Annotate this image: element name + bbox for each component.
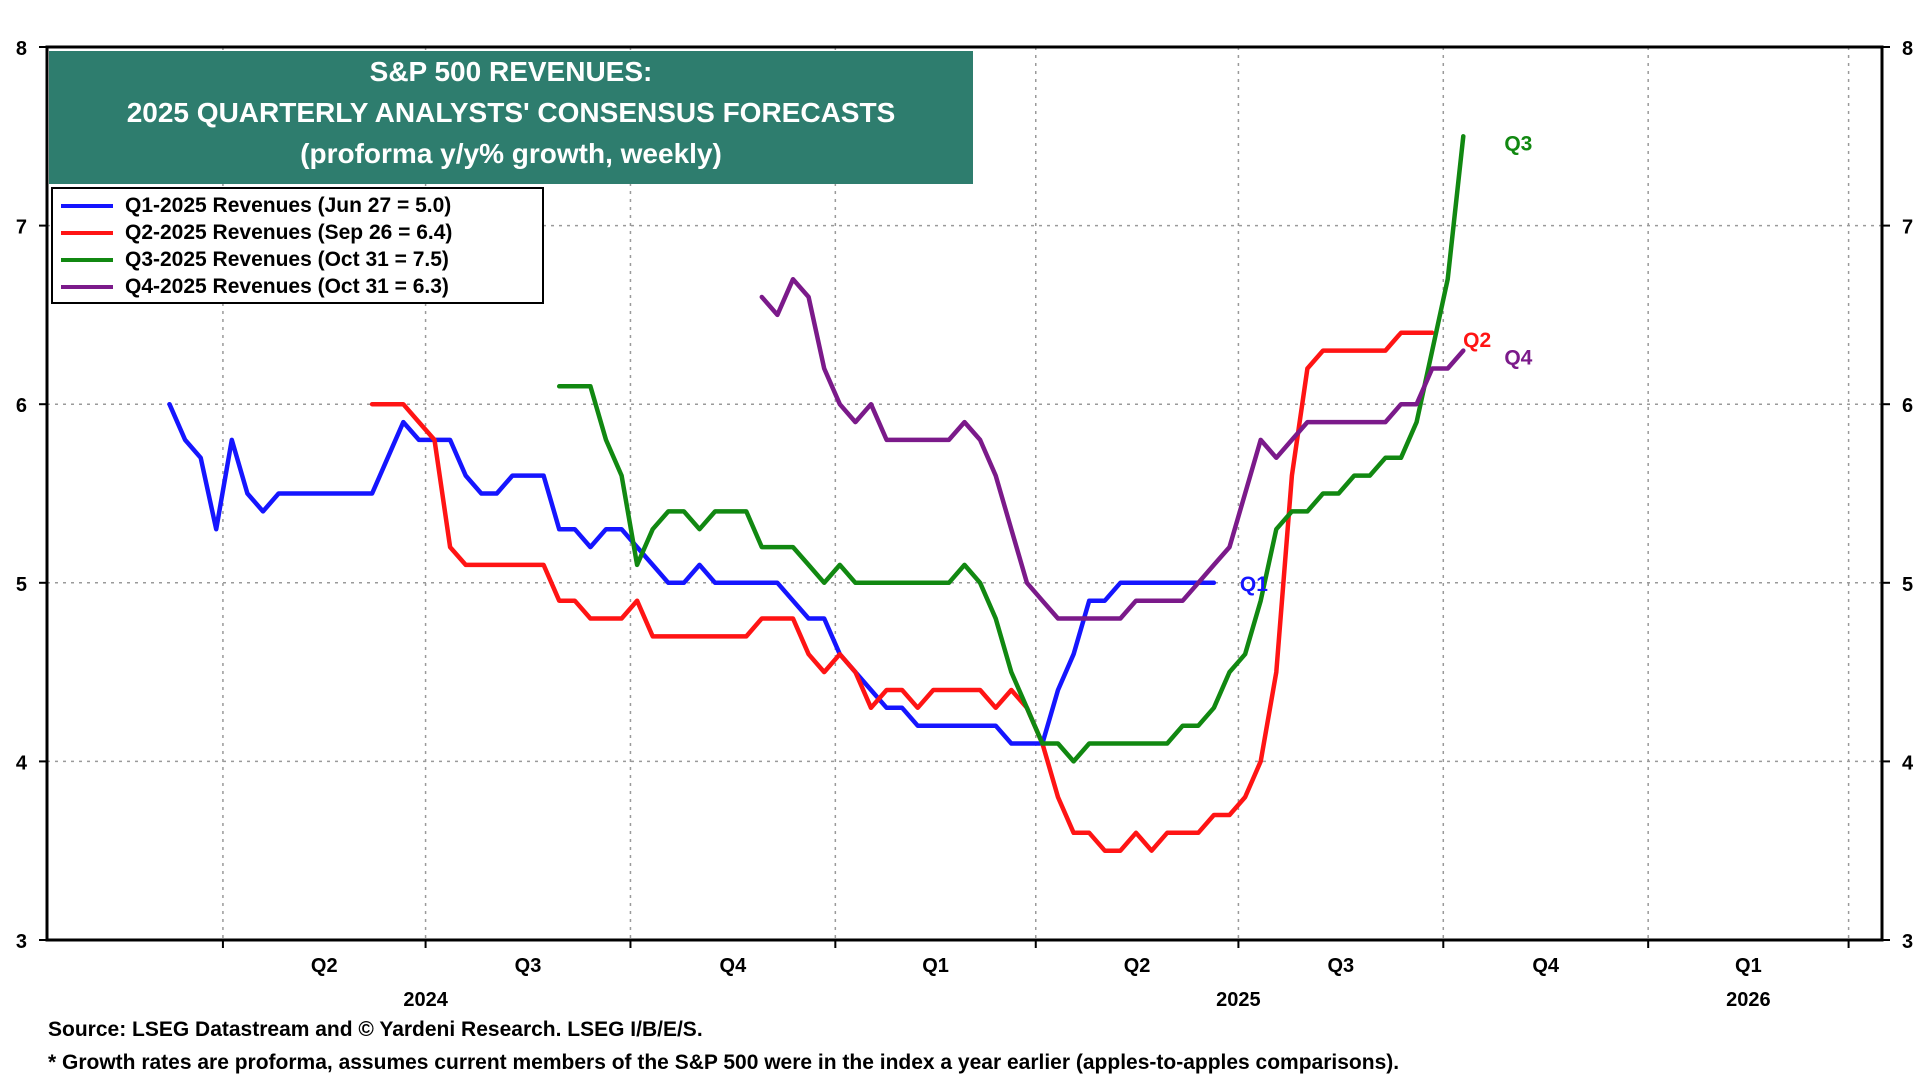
legend-label-q3: Q3-2025 Revenues (Oct 31 = 7.5) xyxy=(125,247,449,271)
tick-labels: 3 3 4 4 5 5 6 6 7 7 8 8 Q2 Q3 Q4 Q1 Q2 Q3 Q4 Q1 2024 2025 2026… xyxy=(16,38,1914,1011)
y-tick-label-left: 6 xyxy=(16,395,27,417)
legend-entry-q1: Q1-2025 Revenues (Jun 27 = 5.0) xyxy=(61,192,542,219)
y-tick-label-right: 7 xyxy=(1902,217,1913,239)
y-tick-label-left: 4 xyxy=(16,752,28,774)
y-tick-label-left: 7 xyxy=(16,217,27,239)
x-tick-label: Q2 xyxy=(311,955,338,977)
y-tick-label-right: 5 xyxy=(1902,574,1913,596)
x-tick-label: Q2 xyxy=(1124,955,1151,977)
series-lines xyxy=(167,134,1466,853)
chart-legend: Q1-2025 Revenues (Jun 27 = 5.0) Q2-2025 … xyxy=(51,187,544,304)
y-tick-label-right: 8 xyxy=(1902,38,1913,60)
series-line-q3 xyxy=(556,134,1466,764)
y-tick-label-right: 3 xyxy=(1902,931,1913,953)
legend-swatch-q1 xyxy=(61,203,113,208)
legend-entry-q4: Q4-2025 Revenues (Oct 31 = 6.3) xyxy=(61,273,542,300)
legend-swatch-q2 xyxy=(61,230,113,235)
x-year-label: 2025 xyxy=(1216,989,1261,1011)
series-line-q4 xyxy=(759,276,1466,621)
y-tick-label-right: 6 xyxy=(1902,395,1913,417)
title-line-1: S&P 500 REVENUES: xyxy=(369,56,653,87)
x-tick-label: Q3 xyxy=(1328,955,1355,977)
source-note: Source: LSEG Datastream and © Yardeni Re… xyxy=(48,1018,703,1041)
legend-swatch-q4 xyxy=(61,284,113,289)
title-line-2: 2025 QUARTERLY ANALYSTS' CONSENSUS FOREC… xyxy=(126,97,896,128)
x-year-label: 2024 xyxy=(403,989,448,1011)
x-tick-label: Q1 xyxy=(1735,955,1762,977)
legend-label-q4: Q4-2025 Revenues (Oct 31 = 6.3) xyxy=(125,274,449,298)
x-tick-label: Q1 xyxy=(922,955,949,977)
series-end-label-q4: Q4 xyxy=(1504,347,1532,370)
series-line-q2 xyxy=(369,330,1435,853)
legend-swatch-q3 xyxy=(61,257,113,262)
series-end-label-q3: Q3 xyxy=(1504,132,1532,155)
chart-title: S&P 500 REVENUES: 2025 QUARTERLY ANALYST… xyxy=(49,51,973,184)
legend-label-q1: Q1-2025 Revenues (Jun 27 = 5.0) xyxy=(125,193,452,217)
x-tick-label: Q4 xyxy=(1532,955,1560,977)
axis-ticks xyxy=(39,46,1890,948)
legend-label-q2: Q2-2025 Revenues (Sep 26 = 6.4) xyxy=(125,220,453,244)
legend-entry-q3: Q3-2025 Revenues (Oct 31 = 7.5) xyxy=(61,246,542,273)
plot-frame xyxy=(45,45,1884,942)
y-tick-label-left: 3 xyxy=(16,931,27,953)
series-line-q1 xyxy=(167,401,1217,746)
y-tick-label-left: 8 xyxy=(16,38,27,60)
y-tick-label-right: 4 xyxy=(1902,752,1914,774)
y-tick-label-left: 5 xyxy=(16,574,27,596)
x-tick-label: Q4 xyxy=(720,955,748,977)
legend-entry-q2: Q2-2025 Revenues (Sep 26 = 6.4) xyxy=(61,219,542,246)
x-year-label: 2026 xyxy=(1726,989,1771,1011)
series-end-label-q1: Q1 xyxy=(1240,573,1268,596)
title-line-3: (proforma y/y% growth, weekly) xyxy=(300,138,722,169)
x-tick-label: Q3 xyxy=(515,955,542,977)
footnote: * Growth rates are proforma, assumes cur… xyxy=(48,1051,1400,1074)
series-end-label-q2: Q2 xyxy=(1463,329,1491,352)
